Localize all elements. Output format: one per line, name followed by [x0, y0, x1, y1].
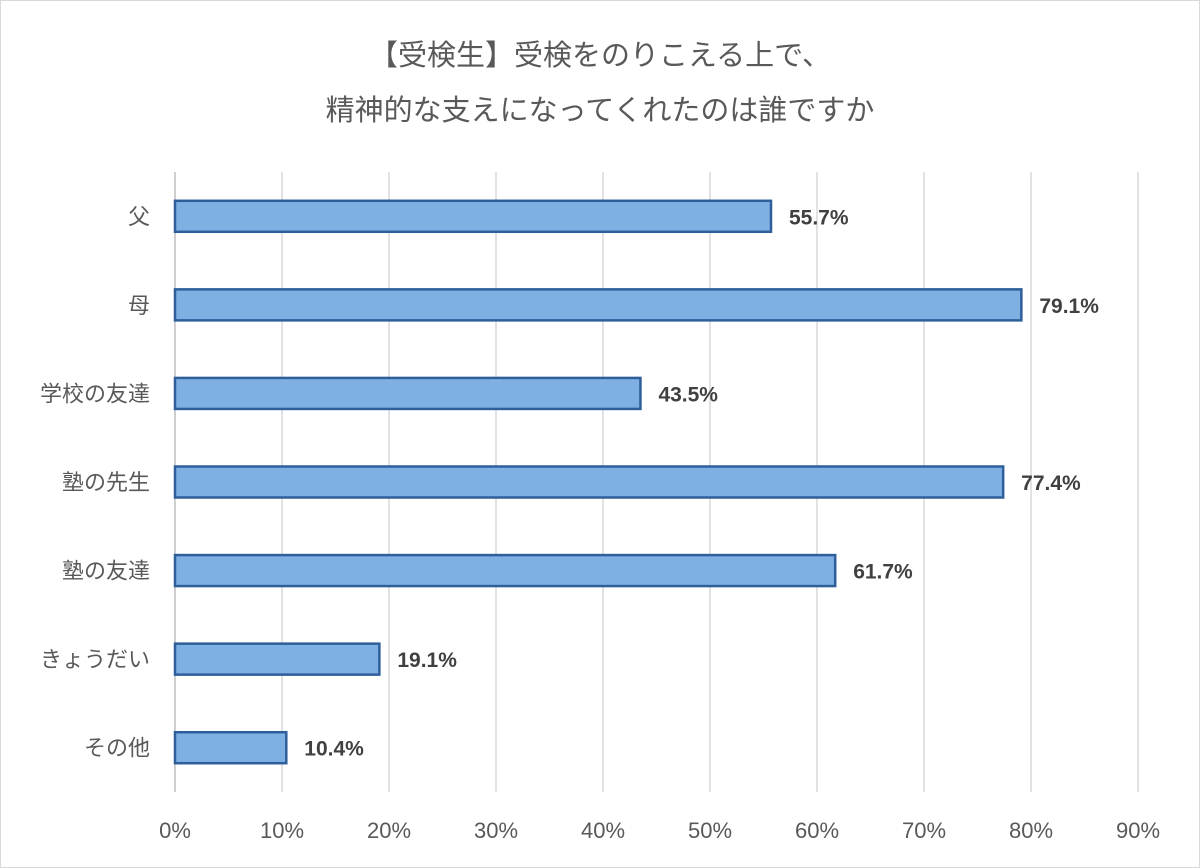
category-label-1: 母: [128, 294, 150, 319]
x-tick-label-90: 90%: [1116, 818, 1160, 843]
data-label-4: 61.7%: [853, 561, 913, 584]
bar-5: [173, 642, 381, 676]
x-tick-label-70: 70%: [902, 818, 946, 843]
chart-title-line-2: 精神的な支えになってくれたのは誰ですか: [325, 93, 875, 127]
x-tick-label-80: 80%: [1009, 818, 1053, 843]
bar-6: [173, 730, 288, 765]
category-label-2: 学校の友達: [40, 382, 150, 407]
chart-title-line-1: 【受検生】受検をのりこえる上で、: [369, 38, 831, 72]
bar-4: [173, 553, 837, 588]
bar-1: [173, 288, 1023, 322]
bar-3: [173, 465, 1005, 499]
bar-0: [173, 199, 773, 234]
x-tick-label-50: 50%: [688, 818, 732, 843]
x-tick-label-40: 40%: [581, 818, 625, 843]
category-label-4: 塾の友達: [62, 560, 150, 585]
category-label-3: 塾の先生: [62, 471, 150, 496]
data-label-0: 55.7%: [789, 206, 849, 229]
category-label-5: きょうだい: [40, 648, 150, 673]
bar-2: [173, 376, 642, 411]
data-label-3: 77.4%: [1021, 472, 1081, 495]
data-label-5: 19.1%: [397, 649, 457, 672]
data-label-1: 79.1%: [1039, 295, 1099, 318]
x-tick-label-20: 20%: [367, 818, 411, 843]
category-label-6: その他: [84, 737, 150, 762]
x-tick-label-10: 10%: [260, 818, 304, 843]
x-tick-label-0: 0%: [159, 818, 191, 843]
category-label-0: 父: [128, 205, 150, 230]
data-label-2: 43.5%: [658, 383, 718, 406]
data-label-6: 10.4%: [304, 738, 364, 761]
x-tick-label-30: 30%: [474, 818, 518, 843]
x-tick-label-60: 60%: [795, 818, 839, 843]
